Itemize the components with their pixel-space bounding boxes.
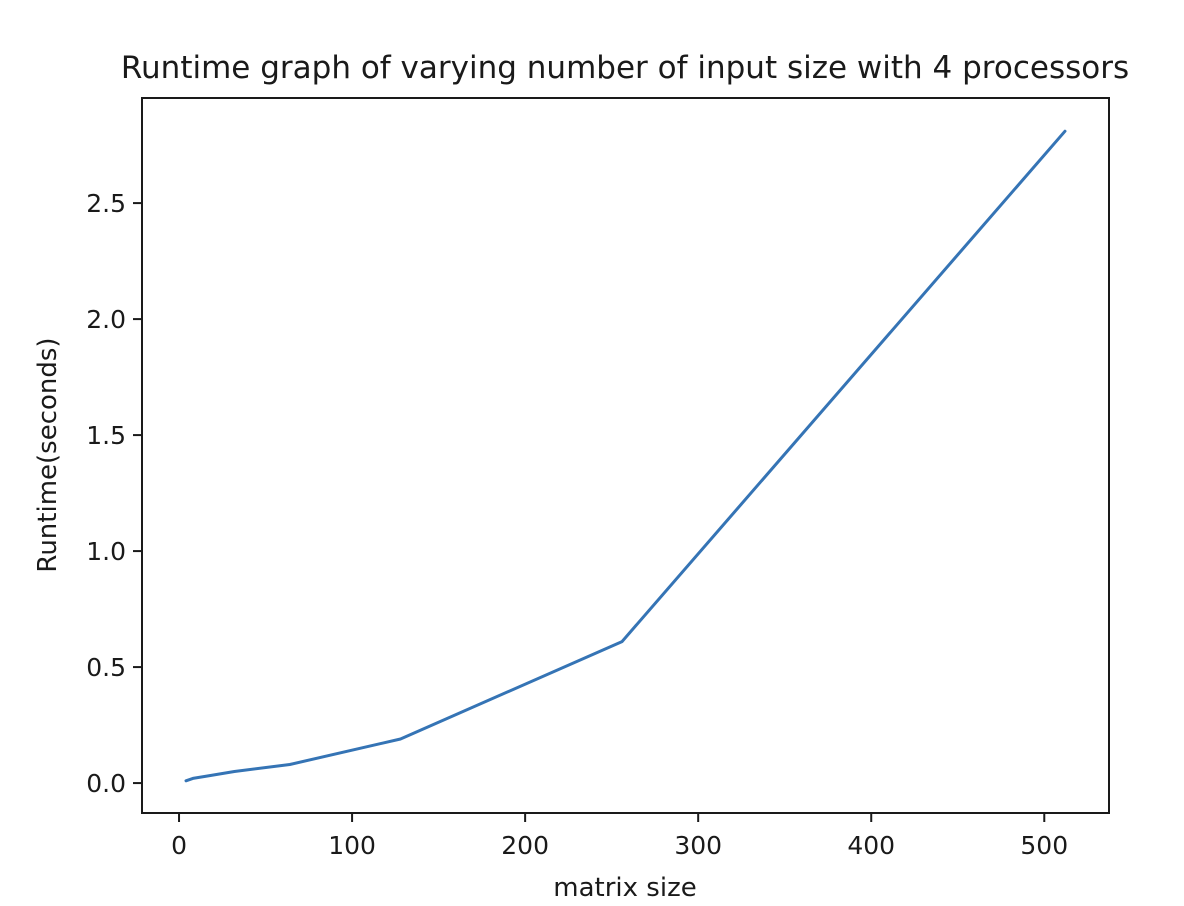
- y-tick-label: 1.5: [86, 421, 126, 450]
- y-tick-label: 0.5: [86, 653, 126, 682]
- x-tick-label: 0: [171, 831, 187, 860]
- x-tick-label: 400: [847, 831, 895, 860]
- y-tick-label: 2.5: [86, 189, 126, 218]
- x-tick-label: 200: [501, 831, 549, 860]
- x-tick-label: 300: [674, 831, 722, 860]
- y-tick-label: 0.0: [86, 769, 126, 798]
- y-axis-label: Runtime(seconds): [33, 337, 63, 572]
- ticks-layer: 0 100 200 300 400 500 0.0 0.5 1.0 1.5 2.0 2.5: [86, 189, 1068, 860]
- runtime-line: [184, 129, 1067, 783]
- line-layer: [184, 129, 1067, 783]
- plot-area: [141, 97, 1110, 814]
- y-tick-label: 1.0: [86, 537, 126, 566]
- x-tick-label: 500: [1020, 831, 1068, 860]
- x-axis-label: matrix size: [553, 873, 696, 903]
- x-tick-label: 100: [328, 831, 376, 860]
- y-tick-label: 2.0: [86, 305, 126, 334]
- chart-title: Runtime graph of varying number of input…: [121, 50, 1129, 86]
